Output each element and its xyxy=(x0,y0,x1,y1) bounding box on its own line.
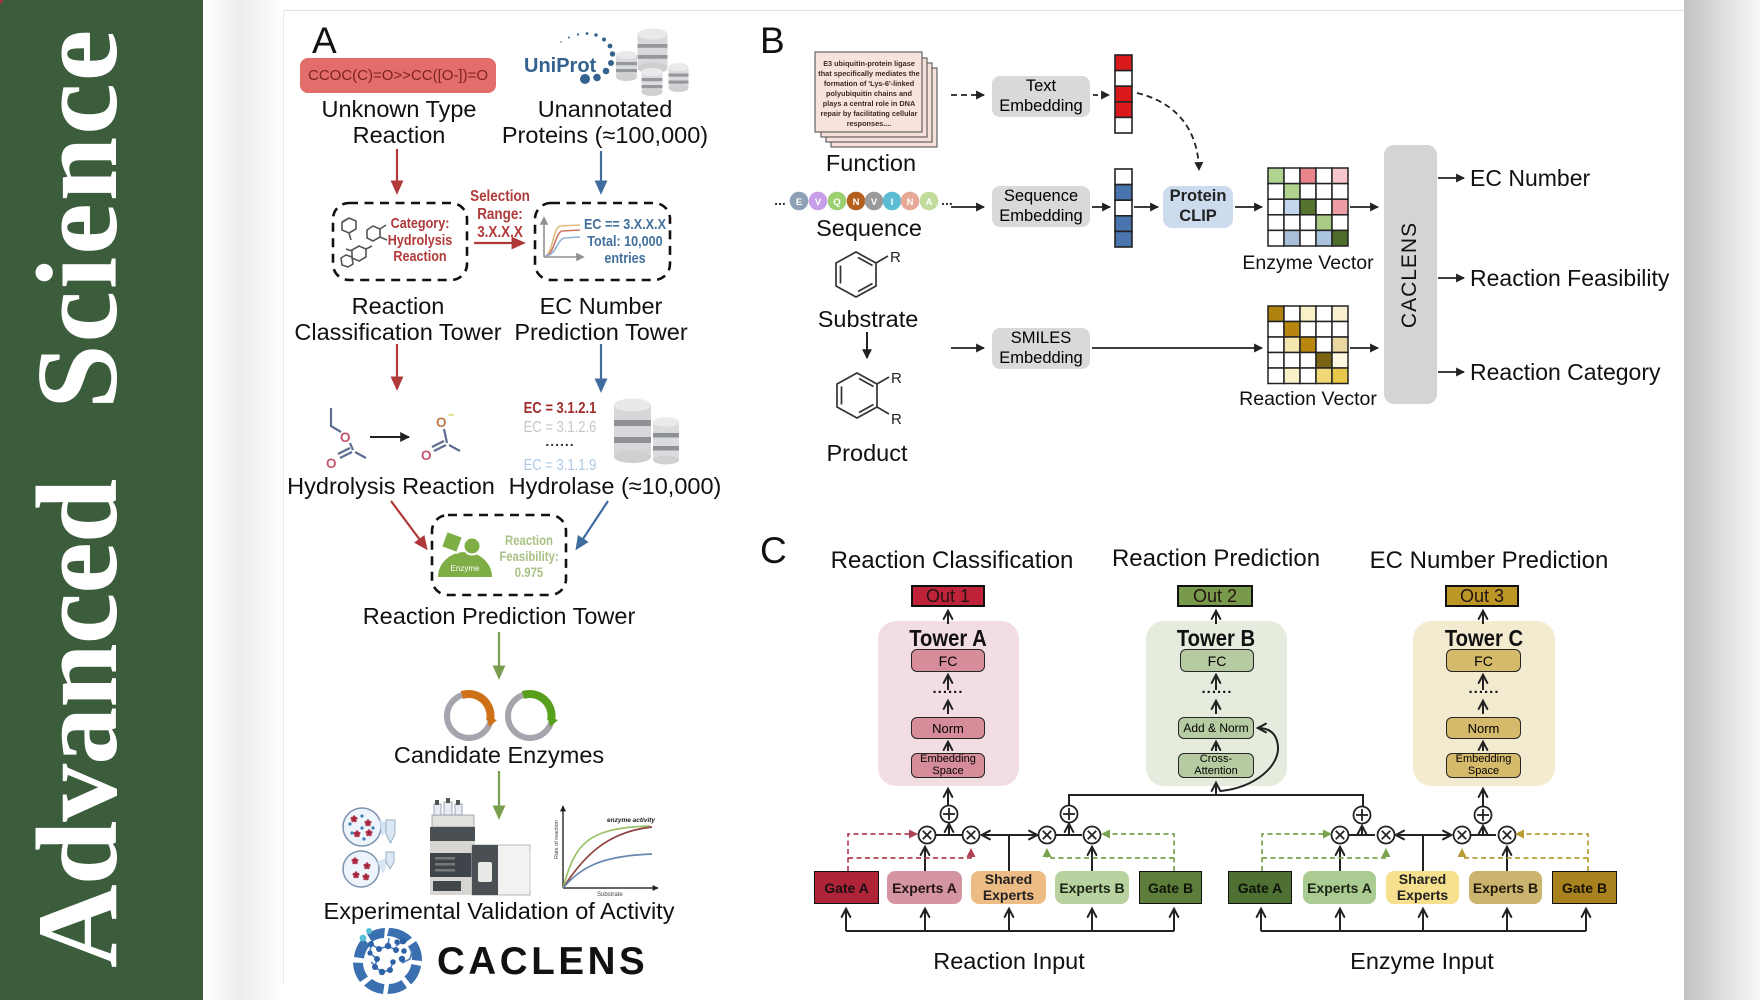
svg-text:...: ... xyxy=(941,192,953,208)
svg-text:V: V xyxy=(815,197,822,208)
svg-text:Enzyme: Enzyme xyxy=(451,564,480,573)
svg-text:...: ... xyxy=(774,192,786,208)
svg-text:O: O xyxy=(436,415,447,430)
svg-text:formation of 'Lys-6'-linked: formation of 'Lys-6'-linked xyxy=(824,79,914,88)
svg-text:polyubiquitin chains and: polyubiquitin chains and xyxy=(826,89,912,98)
svg-text:plays a central role in DNA: plays a central role in DNA xyxy=(823,99,916,108)
svg-text:Substrate: Substrate xyxy=(597,892,623,898)
svg-text:–: – xyxy=(448,409,454,421)
svg-text:repair by facilitating cellula: repair by facilitating cellular xyxy=(821,109,918,118)
svg-text:O: O xyxy=(326,456,337,471)
svg-text:R: R xyxy=(891,370,902,387)
svg-text:O: O xyxy=(421,448,432,463)
svg-text:enzyme activity: enzyme activity xyxy=(607,817,655,824)
svg-text:R: R xyxy=(891,411,902,428)
svg-text:N: N xyxy=(853,197,860,208)
svg-text:E: E xyxy=(796,197,802,208)
svg-text:V: V xyxy=(871,197,878,208)
svg-text:O: O xyxy=(340,430,351,445)
svg-text:I: I xyxy=(891,197,894,208)
svg-text:that specifically mediates the: that specifically mediates the xyxy=(818,69,919,78)
svg-text:A: A xyxy=(926,197,933,208)
svg-text:responses....: responses.... xyxy=(847,119,892,128)
svg-text:Q: Q xyxy=(833,197,840,208)
svg-text:E3 ubiquitin-protein ligase: E3 ubiquitin-protein ligase xyxy=(823,59,915,68)
svg-text:R: R xyxy=(890,249,901,266)
svg-text:UniProt: UniProt xyxy=(524,55,597,77)
svg-text:Rate of reaction: Rate of reaction xyxy=(554,820,560,859)
svg-text:N: N xyxy=(907,197,914,208)
